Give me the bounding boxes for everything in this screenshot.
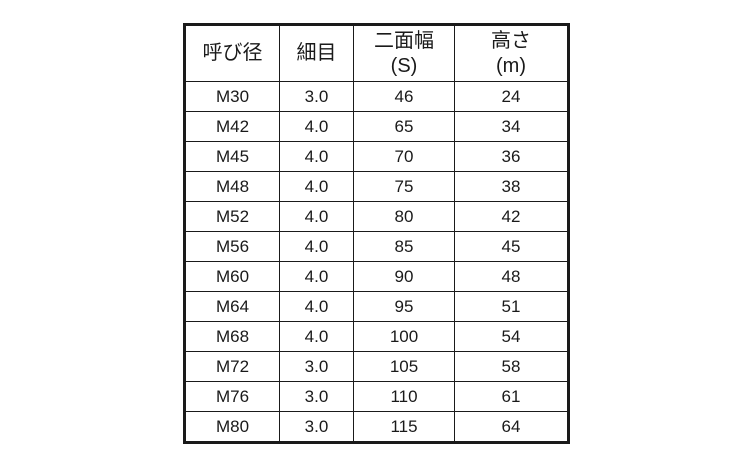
header-sublabel: (m): [496, 54, 526, 77]
table-row: M72 3.0 105 58: [184, 351, 569, 382]
table-cell: 24: [454, 81, 569, 112]
table-cell: M68: [184, 321, 280, 352]
table-cell: M45: [184, 141, 280, 172]
table-cell: 115: [353, 411, 455, 443]
header-label: 二面幅: [374, 29, 434, 52]
header-label: 高さ: [491, 29, 531, 52]
table-cell: 4.0: [279, 231, 354, 262]
table-cell: 90: [353, 261, 455, 292]
table-cell: 70: [353, 141, 455, 172]
table-cell: M64: [184, 291, 280, 322]
table-row: M30 3.0 46 24: [184, 81, 569, 112]
table-cell: 34: [454, 111, 569, 142]
table-cell: 4.0: [279, 111, 354, 142]
table-cell: M76: [184, 381, 280, 412]
header-sublabel: (S): [390, 54, 418, 77]
table-cell: 4.0: [279, 321, 354, 352]
table-row: M52 4.0 80 42: [184, 201, 569, 232]
table-cell: 38: [454, 171, 569, 202]
table-cell: 64: [454, 411, 569, 443]
table-cell: 4.0: [279, 261, 354, 292]
table-row: M60 4.0 90 48: [184, 261, 569, 292]
table-row: M64 4.0 95 51: [184, 291, 569, 322]
table-cell: 3.0: [279, 381, 354, 412]
table-cell: 36: [454, 141, 569, 172]
table-cell: 42: [454, 201, 569, 232]
table-cell: M56: [184, 231, 280, 262]
header-cell-fine-pitch: 細目: [279, 24, 354, 82]
table-cell: 110: [353, 381, 455, 412]
header-label: 細目: [296, 42, 337, 64]
table-row: M76 3.0 110 61: [184, 381, 569, 412]
table-cell: 85: [353, 231, 455, 262]
table-row: M68 4.0 100 54: [184, 321, 569, 352]
table-cell: M60: [184, 261, 280, 292]
header-cell-height: 高さ (m): [454, 24, 569, 82]
table-cell: 80: [353, 201, 455, 232]
table-row: M80 3.0 115 64: [184, 411, 569, 443]
table-cell: M48: [184, 171, 280, 202]
table-row: M48 4.0 75 38: [184, 171, 569, 202]
table-cell: 4.0: [279, 141, 354, 172]
header-cell-width-across-flats: 二面幅 (S): [353, 24, 455, 82]
table-cell: M30: [184, 81, 280, 112]
table-cell: M42: [184, 111, 280, 142]
table-cell: 3.0: [279, 351, 354, 382]
table-cell: 3.0: [279, 411, 354, 443]
spec-table: 呼び径 細目 二面幅 (S) 高さ (m) M30 3.0 46: [183, 23, 570, 444]
header-row: 呼び径 細目 二面幅 (S) 高さ (m): [184, 24, 569, 82]
table-cell: 54: [454, 321, 569, 352]
table-cell: M52: [184, 201, 280, 232]
table-cell: 65: [353, 111, 455, 142]
header-label: 呼び径: [202, 42, 263, 64]
table-row: M45 4.0 70 36: [184, 141, 569, 172]
table-cell: 45: [454, 231, 569, 262]
table-cell: 61: [454, 381, 569, 412]
table-cell: 4.0: [279, 291, 354, 322]
table-cell: 4.0: [279, 201, 354, 232]
table-cell: 3.0: [279, 81, 354, 112]
table-cell: 75: [353, 171, 455, 202]
table-cell: 4.0: [279, 171, 354, 202]
table-cell: 100: [353, 321, 455, 352]
table-cell: 48: [454, 261, 569, 292]
table-cell: 95: [353, 291, 455, 322]
table-cell: M80: [184, 411, 280, 443]
table-cell: 58: [454, 351, 569, 382]
table-cell: 105: [353, 351, 455, 382]
header-cell-nominal-diameter: 呼び径: [184, 24, 280, 82]
table-row: M56 4.0 85 45: [184, 231, 569, 262]
table-cell: 46: [353, 81, 455, 112]
table-cell: M72: [184, 351, 280, 382]
table-cell: 51: [454, 291, 569, 322]
table-row: M42 4.0 65 34: [184, 111, 569, 142]
